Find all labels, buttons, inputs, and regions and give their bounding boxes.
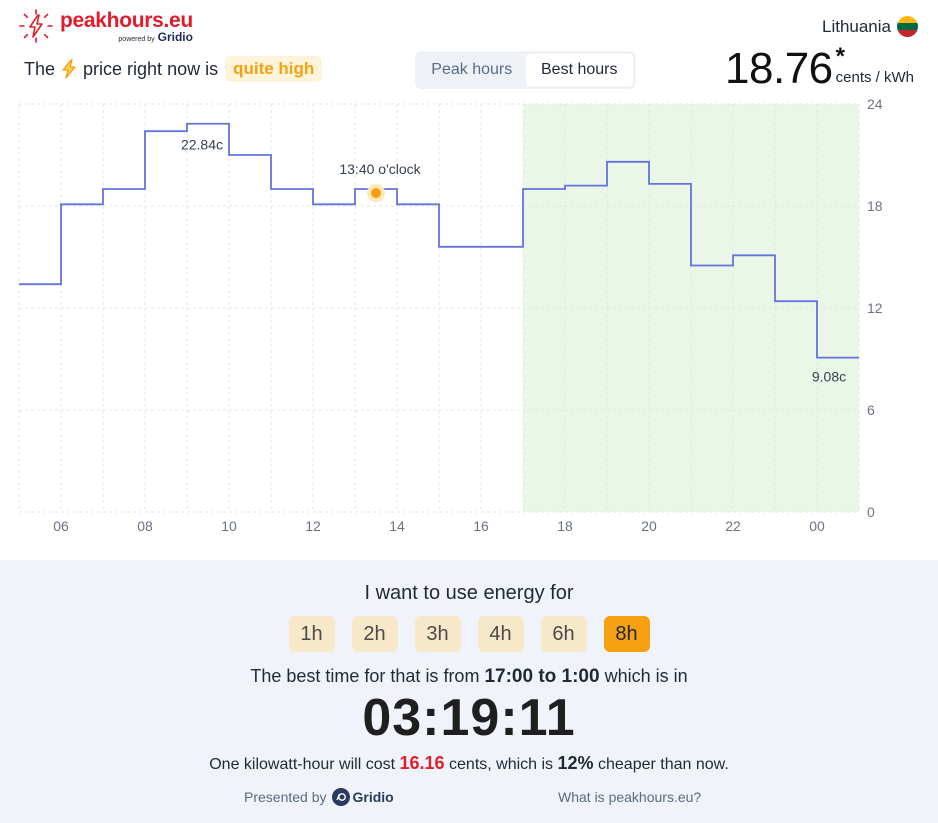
y-tick-label: 0: [867, 504, 875, 520]
duration-options: 1h 2h 3h 4h 6h 8h: [0, 616, 938, 652]
price-chart[interactable]: 0 6 12 18 24 06 08 10 12 14 16 18 20 22 00 22.84c 9.08c 1…: [0, 96, 938, 542]
y-tick-label: 12: [867, 300, 883, 316]
price-level-badge: quite high: [225, 56, 323, 82]
duration-6h-button[interactable]: 6h: [540, 616, 587, 652]
max-price-label: 22.84c: [181, 137, 223, 153]
country-selector[interactable]: Lithuania: [822, 16, 918, 37]
x-tick-label: 14: [389, 518, 405, 534]
cost-percentage: 12%: [557, 753, 594, 773]
logo-powered-by: powered by: [118, 35, 155, 43]
logo-brand: Gridio: [157, 29, 193, 44]
cost-sentence: One kilowatt-hour will cost 16.16 cents,…: [0, 753, 938, 774]
x-tick-label: 20: [641, 518, 657, 534]
price-middle: price right now is: [83, 58, 219, 79]
current-time-marker: [371, 188, 381, 199]
best-time-sentence: The best time for that is from 17:00 to …: [0, 666, 938, 688]
best-hours-tab[interactable]: Best hours: [525, 54, 633, 86]
best-time-panel: I want to use energy for 1h 2h 3h 4h 6h …: [0, 560, 938, 823]
cost-value: 16.16: [399, 753, 445, 773]
country-name: Lithuania: [821, 16, 891, 36]
view-toggle: Peak hours Best hours: [415, 51, 636, 89]
presented-by-label: Presented by: [244, 789, 327, 805]
duration-8h-button[interactable]: 8h: [603, 616, 650, 652]
presenter-name: Gridio: [352, 789, 394, 805]
presented-by[interactable]: Presented by Gridio: [244, 788, 394, 806]
x-tick-label: 08: [137, 518, 153, 534]
lightning-icon: [62, 59, 76, 79]
x-tick-label: 12: [305, 518, 321, 534]
logo[interactable]: peakhours.eu powered by Gridio: [18, 8, 193, 44]
best-window: 17:00 to 1:00: [484, 666, 600, 687]
y-tick-label: 24: [867, 96, 883, 112]
current-price-footnote-mark: *: [835, 43, 845, 70]
current-price-value: 18.76: [725, 44, 833, 93]
lithuania-flag-icon: [897, 16, 918, 37]
y-tick-label: 6: [867, 402, 875, 418]
best-suffix: which is in: [604, 666, 688, 686]
duration-2h-button[interactable]: 2h: [351, 616, 398, 652]
price-series-line: [19, 122, 859, 359]
cost-prefix: One kilowatt-hour will cost: [209, 756, 396, 773]
x-tick-label: 00: [809, 518, 825, 534]
duration-3h-button[interactable]: 3h: [414, 616, 461, 652]
lightning-burst-icon: [19, 9, 53, 43]
cost-middle: cents, which is: [449, 756, 554, 773]
price-prefix: The: [24, 58, 56, 79]
countdown-timer: 03:19:11: [362, 689, 576, 747]
current-time-label: 13:40 o'clock: [339, 161, 421, 177]
peak-hours-tab[interactable]: Peak hours: [431, 61, 513, 78]
x-tick-label: 22: [725, 518, 741, 534]
duration-1h-button[interactable]: 1h: [288, 616, 335, 652]
current-price-unit: cents / kWh: [835, 69, 914, 86]
gridio-logo-icon: [331, 788, 350, 806]
min-price-label: 9.08c: [812, 369, 846, 385]
header: peakhours.eu powered by Gridio The price…: [0, 0, 938, 100]
about-link[interactable]: What is peakhours.eu?: [558, 789, 702, 805]
x-tick-label: 16: [473, 518, 489, 534]
price-sentence: The price right now is quite high: [24, 56, 323, 82]
cost-suffix: cheaper than now.: [598, 756, 729, 773]
use-energy-title: I want to use energy for: [364, 582, 574, 604]
current-price: 18.76 * cents / kWh: [725, 43, 914, 93]
x-tick-label: 18: [557, 518, 573, 534]
best-prefix: The best time for that is from: [250, 666, 480, 686]
logo-title: peakhours.eu: [60, 8, 193, 32]
x-tick-label: 10: [221, 518, 237, 534]
duration-4h-button[interactable]: 4h: [477, 616, 524, 652]
x-tick-label: 06: [53, 518, 69, 534]
y-tick-label: 18: [867, 198, 883, 214]
